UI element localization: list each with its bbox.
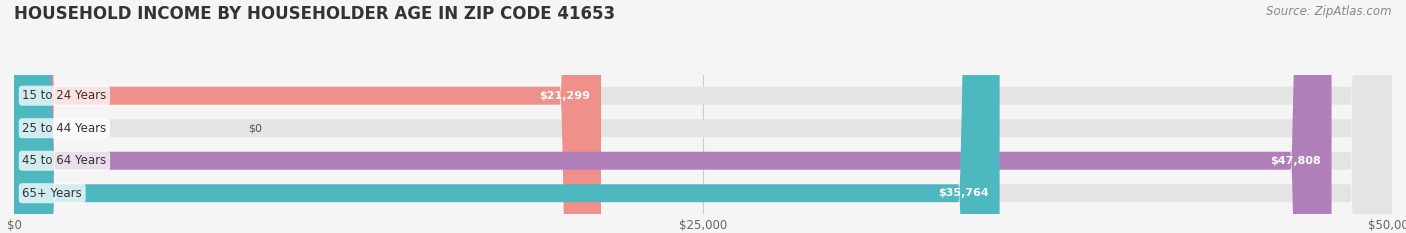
FancyBboxPatch shape: [14, 0, 1392, 233]
Text: $35,764: $35,764: [938, 188, 988, 198]
Text: 45 to 64 Years: 45 to 64 Years: [22, 154, 107, 167]
FancyBboxPatch shape: [14, 0, 1392, 233]
FancyBboxPatch shape: [14, 0, 600, 233]
Text: $0: $0: [249, 123, 263, 133]
FancyBboxPatch shape: [14, 0, 1000, 233]
FancyBboxPatch shape: [14, 0, 1392, 233]
FancyBboxPatch shape: [14, 0, 1392, 233]
Text: 15 to 24 Years: 15 to 24 Years: [22, 89, 107, 102]
Text: $47,808: $47,808: [1270, 156, 1320, 166]
Text: 65+ Years: 65+ Years: [22, 187, 82, 200]
Text: HOUSEHOLD INCOME BY HOUSEHOLDER AGE IN ZIP CODE 41653: HOUSEHOLD INCOME BY HOUSEHOLDER AGE IN Z…: [14, 5, 616, 23]
Text: 25 to 44 Years: 25 to 44 Years: [22, 122, 107, 135]
FancyBboxPatch shape: [14, 0, 1331, 233]
Text: $21,299: $21,299: [538, 91, 591, 101]
Text: Source: ZipAtlas.com: Source: ZipAtlas.com: [1267, 5, 1392, 18]
